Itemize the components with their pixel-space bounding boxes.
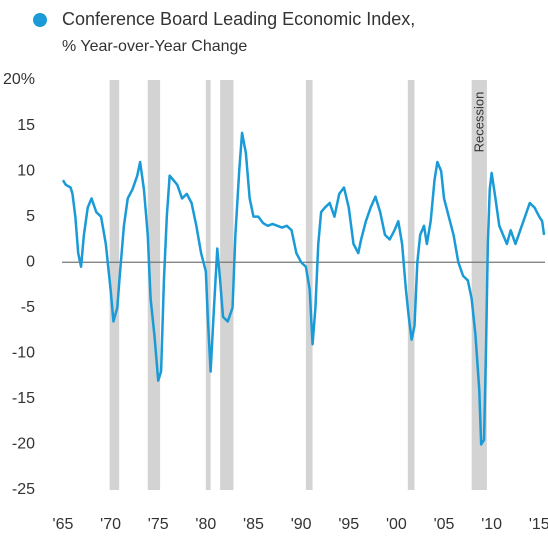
data-line (61, 131, 546, 446)
x-tick-label: '15 (529, 516, 548, 533)
x-tick-label: '65 (53, 516, 74, 533)
recession-band (205, 80, 211, 490)
y-tick-label: -10 (12, 345, 35, 362)
x-tick-label: '80 (195, 516, 216, 533)
y-tick-label: 10 (17, 162, 35, 179)
recession-band (471, 80, 487, 490)
x-tick-label: '95 (338, 516, 359, 533)
recession-band (109, 80, 120, 490)
x-tick-label: '75 (148, 516, 169, 533)
x-tick-label: '05 (434, 516, 455, 533)
legend-marker (33, 13, 47, 27)
x-tick-label: '10 (481, 516, 502, 533)
chart-subtitle: % Year-over-Year Change (62, 38, 247, 55)
x-tick-label: '90 (291, 516, 312, 533)
recession-band (407, 80, 415, 490)
y-tick-label: 0 (26, 253, 35, 270)
y-tick-label: 20% (3, 71, 35, 88)
y-tick-label: -5 (21, 299, 35, 316)
recession-band (220, 80, 234, 490)
x-tick-label: '85 (243, 516, 264, 533)
y-tick-label: 5 (26, 208, 35, 225)
legend-label: Conference Board Leading Economic Index, (62, 9, 415, 29)
x-tick-label: '70 (100, 516, 121, 533)
x-tick-label: '00 (386, 516, 407, 533)
y-tick-label: -20 (12, 436, 35, 453)
y-tick-label: -15 (12, 390, 35, 407)
y-tick-label: 15 (17, 117, 35, 134)
recession-band (147, 80, 161, 490)
y-tick-label: -25 (12, 481, 35, 498)
recession-label: Recession (472, 92, 487, 153)
